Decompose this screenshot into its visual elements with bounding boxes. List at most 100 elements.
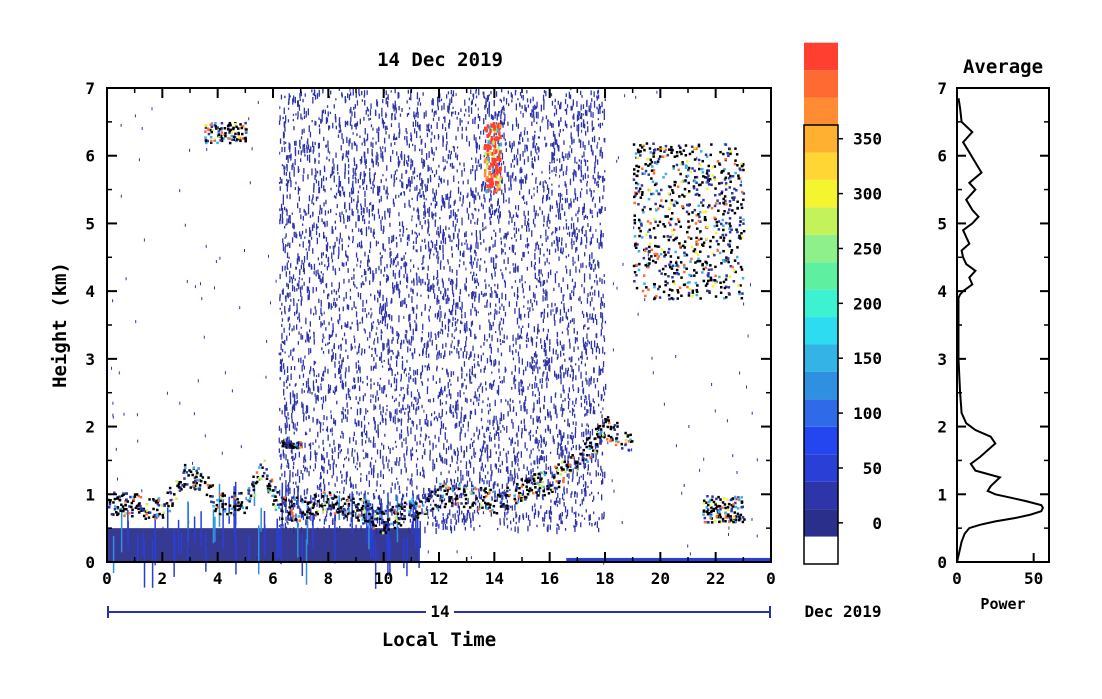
cloud-pixel — [639, 188, 642, 191]
boundary-layer-pixel — [186, 483, 189, 486]
colorbar-swatch — [804, 207, 838, 234]
boundary-layer-pixel — [111, 513, 114, 516]
colorbar-tick-label: 300 — [853, 185, 882, 204]
cloud-pixel — [706, 510, 709, 513]
cloud-pixel — [725, 274, 728, 277]
cloud-pixel — [633, 168, 636, 171]
cloud-pixel — [638, 219, 641, 222]
cloud-pixel — [699, 230, 702, 233]
cloud-pixel — [706, 188, 709, 191]
boundary-layer-pixel — [231, 496, 234, 499]
boundary-layer-pixel — [403, 506, 406, 509]
boundary-layer-pixel — [348, 503, 351, 506]
boundary-layer-pixel — [145, 518, 148, 521]
cloud-pixel — [729, 231, 732, 234]
cloud-pixel — [731, 249, 734, 252]
boundary-layer-pixel — [538, 485, 541, 488]
cloud-pixel — [727, 243, 730, 246]
low-layer-streak — [144, 542, 146, 588]
cloud-pixel — [690, 237, 693, 240]
boundary-layer-pixel — [600, 428, 603, 431]
boundary-layer-pixel — [526, 489, 529, 492]
x-tick-label: 10 — [374, 569, 393, 588]
cloud-pixel — [706, 495, 709, 498]
boundary-layer-pixel — [489, 489, 492, 492]
boundary-layer-pixel — [258, 466, 261, 469]
cloud-pixel — [677, 297, 680, 300]
boundary-layer-pixel — [169, 487, 172, 490]
cloud-pixel — [732, 521, 735, 524]
cloud-pixel — [718, 521, 721, 524]
cloud-pixel — [665, 173, 668, 176]
x-tick-label: 22 — [706, 569, 725, 588]
cloud-pixel — [705, 262, 708, 265]
boundary-layer-pixel — [241, 501, 244, 504]
boundary-layer-pixel — [539, 481, 542, 484]
cloud-pixel — [741, 165, 744, 168]
cloud-pixel — [671, 199, 674, 202]
boundary-layer-pixel — [356, 516, 359, 519]
cloud-pixel — [687, 236, 690, 239]
boundary-layer-pixel — [527, 493, 530, 496]
boundary-layer-pixel — [446, 489, 449, 492]
cloud-pixel — [732, 197, 735, 200]
boundary-layer-pixel — [506, 490, 509, 493]
boundary-layer-pixel — [199, 487, 202, 490]
boundary-layer-pixel — [608, 435, 611, 438]
cloud-pixel — [702, 204, 705, 207]
boundary-layer-pixel — [502, 503, 505, 506]
cloud-pixel — [685, 268, 688, 271]
boundary-layer-pixel — [291, 512, 294, 515]
boundary-layer-pixel — [183, 485, 186, 488]
cloud-pixel — [732, 503, 735, 506]
cloud-pixel — [680, 276, 683, 279]
boundary-layer-pixel — [554, 466, 557, 469]
cloud-pixel — [725, 203, 728, 206]
low-layer-streak — [302, 535, 304, 576]
cloud-pixel — [729, 153, 732, 156]
cloud-pixel — [487, 140, 490, 144]
cloud-pixel — [653, 172, 656, 175]
cloud-pixel — [706, 226, 709, 229]
boundary-layer-pixel — [224, 494, 227, 497]
cloud-pixel — [704, 219, 707, 222]
cloud-pixel — [670, 202, 673, 205]
cloud-pixel — [713, 508, 716, 511]
cloud-pixel — [712, 285, 715, 288]
boundary-layer-pixel — [584, 442, 587, 445]
boundary-layer-pixel — [564, 471, 567, 474]
boundary-layer-pixel — [586, 438, 589, 441]
cloud-pixel — [655, 209, 658, 212]
cloud-pixel — [707, 513, 710, 516]
cloud-pixel — [670, 218, 673, 221]
cloud-pixel — [727, 506, 730, 509]
cloud-pixel — [680, 163, 683, 166]
cloud-pixel — [730, 251, 733, 254]
colorbar: 050100150200250300350 — [804, 43, 882, 564]
cloud-pixel — [734, 159, 737, 162]
boundary-layer-pixel — [550, 484, 553, 487]
boundary-layer-pixel — [345, 515, 348, 518]
profile-x-tick-label: 0 — [952, 569, 962, 588]
boundary-layer-pixel — [553, 476, 556, 479]
cloud-pixel — [486, 184, 489, 188]
boundary-layer-pixel — [542, 490, 545, 493]
boundary-layer-pixel — [170, 492, 173, 495]
boundary-layer-pixel — [615, 440, 618, 443]
cloud-pixel — [736, 256, 739, 258]
boundary-layer-pixel — [612, 426, 615, 429]
cloud-pixel — [674, 251, 677, 254]
cloud-pixel — [693, 250, 696, 253]
cloud-pixel — [695, 237, 698, 240]
cloud-pixel — [484, 173, 487, 177]
cloud-pixel — [737, 175, 740, 178]
boundary-layer-pixel — [518, 492, 521, 495]
cloud-pixel — [633, 280, 636, 283]
boundary-layer-pixel — [564, 461, 567, 464]
cloud-pixel — [637, 151, 640, 154]
boundary-layer-pixel — [184, 467, 187, 470]
cloud-pixel — [742, 506, 745, 509]
cloud-pixel — [676, 264, 679, 267]
date-bar: 14 Dec 2019 — [108, 602, 882, 621]
boundary-layer-pixel — [152, 508, 155, 511]
